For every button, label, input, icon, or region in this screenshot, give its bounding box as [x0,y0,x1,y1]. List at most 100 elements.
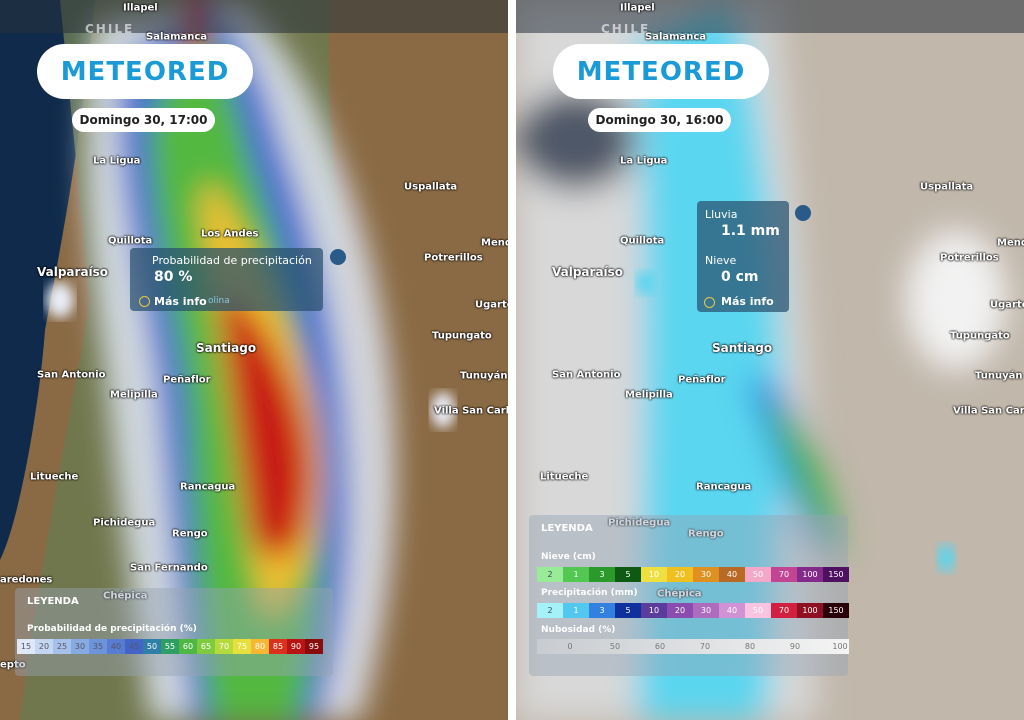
city-label: Litueche [540,471,589,483]
legend-swatch: 35 [89,639,107,654]
city-label: Melipilla [110,389,158,401]
info-icon [704,297,715,308]
city-label: epto [0,659,26,671]
legend-swatch: 70 [699,642,711,651]
legend: LEYENDA Probabilidad de precipitación (%)… [15,588,333,676]
legend-swatch: 40 [719,567,745,582]
rain-title: Lluvia [705,208,738,221]
city-label: Rancagua [180,481,236,493]
legend-swatch: 40 [719,603,745,618]
legend-scale-title: Nubosidad (%) [541,625,616,635]
legend-swatch: 20 [667,603,693,618]
city-label: Pichidegua [93,517,156,529]
city-label: Illapel [620,2,655,14]
legend-swatch: 10 [641,603,667,618]
top-bar [516,0,1024,33]
legend-swatch: 50 [745,567,771,582]
city-label: Uspallata [404,181,458,193]
city-label: Potrerillos [940,252,999,264]
logo: METEORED [37,44,253,99]
legend-swatch: 30 [693,603,719,618]
city-label: Uspallata [920,181,974,193]
legend-swatch: 90 [789,642,801,651]
logo: METEORED [553,44,769,99]
legend-swatch: 25 [53,639,71,654]
city-label: Villa San Carlos [434,405,508,417]
cloud-scale: 0 50 60 70 80 90 100 [537,639,849,654]
date-time: Domingo 30, 17:00 [72,108,215,132]
city-label: Los Andes [201,228,259,240]
city-label: San Fernando [130,562,208,574]
info-icon [139,296,150,307]
city-label: Rengo [172,528,208,540]
city-label: Peñaflor [163,374,211,386]
info-popup[interactable]: Lluvia 1.1 mm Nieve 0 cm Más info [697,201,789,312]
legend-swatch: 40 [107,639,125,654]
legend-scale-title: Nieve (cm) [541,552,596,562]
city-label: San Antonio [37,369,106,381]
more-info-link[interactable]: Más info [721,295,774,308]
legend-swatch: 95 [305,639,323,654]
city-label: Santiago [196,341,257,355]
more-info-link[interactable]: Más info [154,295,207,308]
legend-title: LEYENDA [541,523,593,534]
city-label: Tunuyán [460,370,508,382]
legend-swatch: 0 [567,642,573,651]
city-label: Rancagua [696,481,752,493]
popup-value: 80 % [154,269,193,285]
city-label: Salamanca [146,31,208,43]
legend-swatch: 15 [17,639,35,654]
rain-value: 1.1 mm [721,223,780,239]
city-label: La Ligua [620,155,668,167]
legend-swatch: 3 [589,567,615,582]
city-label: Chépica [657,588,702,600]
legend-swatch: 85 [269,639,287,654]
legend-swatch: 1 [563,567,589,582]
legend-swatch: 150 [823,603,849,618]
city-label: Ugartec [990,299,1024,311]
country-label: CHILE [85,22,135,36]
legend-swatch: 55 [161,639,179,654]
city-label: Valparaíso [552,265,624,279]
legend: LEYENDA Nieve (cm) 2 1 3 5 10 20 30 40 50 70 100 150 P… [529,515,849,676]
legend-swatch: 1 [563,603,589,618]
city-label: Tupungato [432,330,492,342]
city-label: Tunuyán [975,370,1023,382]
city-label: Tupungato [950,330,1010,342]
legend-swatch: 45 [125,639,143,654]
legend-swatch: 30 [693,567,719,582]
legend-scale-title: Probabilidad de precipitación (%) [27,624,197,634]
city-label: Mend [997,237,1024,249]
legend-swatch: 5 [615,567,641,582]
legend-swatch: 60 [179,639,197,654]
map-panel[interactable]: CHILE METEORED Domingo 30, 17:00 Illapel Sal… [0,0,508,720]
city-label: Santiago [712,341,773,355]
legend-swatch: 100 [797,567,823,582]
city-label: Mend [481,237,508,249]
legend-swatch: 5 [615,603,641,618]
popup-extra: olina [208,296,230,306]
legend-swatch: 90 [287,639,305,654]
city-label: Peñaflor [678,374,726,386]
legend-swatch: 10 [641,567,667,582]
city-label: Illapel [123,2,158,14]
legend-swatch: 50 [745,603,771,618]
legend-swatch: 100 [832,642,848,651]
city-label: Ugartec [475,299,508,311]
info-popup[interactable]: Probabilidad de precipitación 80 % Más inf… [130,248,323,311]
legend-swatch: 80 [744,642,756,651]
legend-swatch: 2 [537,603,563,618]
legend-swatch: 2 [537,567,563,582]
legend-swatch: 20 [35,639,53,654]
city-label: Salamanca [645,31,707,43]
legend-swatch: 150 [823,567,849,582]
city-label: San Antonio [552,369,621,381]
snow-value: 0 cm [721,269,759,285]
legend-swatch: 60 [654,642,666,651]
map-panel[interactable]: CHILE METEORED Domingo 30, 16:00 Illapel Sal… [516,0,1024,720]
legend-title: LEYENDA [27,596,79,607]
map-background [0,0,508,720]
city-label: Villa San Carlos [953,405,1024,417]
top-bar [0,0,508,33]
city-label: Valparaíso [37,265,109,279]
